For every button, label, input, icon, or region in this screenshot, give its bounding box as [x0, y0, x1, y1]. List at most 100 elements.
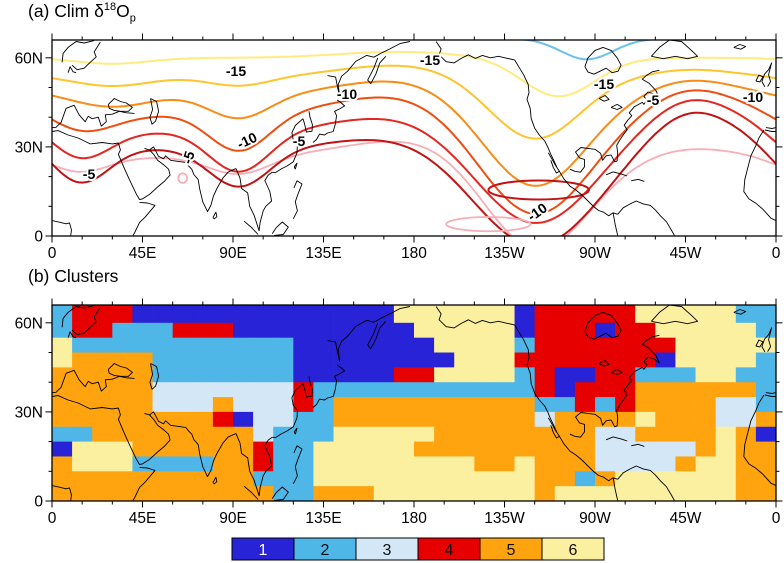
cluster-cell	[253, 456, 274, 472]
cluster-cell	[253, 337, 274, 353]
cluster-cell	[192, 322, 214, 339]
cluster-cell	[112, 367, 133, 383]
cluster-cell	[574, 471, 596, 487]
cluster-cell	[715, 305, 737, 324]
cluster-cell	[494, 441, 515, 457]
x-tick-label: 135E	[305, 245, 341, 262]
cluster-cell	[715, 486, 737, 501]
cluster-cell	[494, 426, 515, 442]
cluster-cell	[514, 471, 536, 487]
cluster-cell	[434, 367, 455, 383]
cluster-cell	[333, 397, 355, 413]
cluster-cell	[172, 456, 194, 472]
cluster-cell	[494, 471, 515, 487]
cluster-cell	[192, 382, 214, 398]
cluster-cell	[554, 426, 576, 442]
cluster-cell	[112, 441, 133, 457]
cluster-cell	[454, 322, 475, 339]
cluster-cell	[132, 486, 153, 501]
cluster-cell	[615, 441, 636, 457]
cluster-cell	[454, 367, 475, 383]
cluster-cell	[695, 441, 717, 457]
cluster-cell	[293, 397, 314, 413]
cluster-cell	[574, 397, 596, 413]
cluster-cell	[635, 486, 656, 501]
cluster-cell	[212, 411, 234, 428]
cluster-cell	[253, 441, 274, 457]
cluster-cell	[454, 382, 475, 398]
cluster-cell	[595, 337, 616, 353]
cluster-cell	[474, 441, 495, 457]
cluster-cell	[574, 337, 596, 353]
cluster-cell	[233, 441, 254, 457]
cluster-cell	[233, 471, 254, 487]
cluster-cell	[554, 411, 576, 428]
cluster-cell	[72, 486, 93, 501]
cluster-cell	[434, 411, 455, 428]
cluster-cell	[454, 352, 475, 368]
cluster-cell	[192, 397, 214, 413]
cluster-cell	[494, 305, 515, 324]
cluster-cell	[675, 305, 696, 324]
cluster-cell	[112, 382, 133, 398]
cluster-legend: 1 2 3 4 5 6	[231, 537, 605, 561]
cluster-cell	[494, 456, 515, 472]
cluster-cell	[675, 486, 696, 501]
cluster-cell	[534, 411, 556, 428]
cluster-cell	[755, 322, 776, 339]
cluster-cell	[554, 382, 576, 398]
cluster-cell	[454, 486, 475, 501]
cluster-cell	[192, 411, 214, 428]
cluster-cell	[735, 352, 757, 368]
cluster-cell	[373, 486, 395, 501]
cluster-cell	[212, 305, 234, 324]
cluster-cell	[52, 486, 73, 501]
cluster-cell	[434, 322, 455, 339]
cluster-cell	[715, 397, 737, 413]
cluster-cell	[172, 471, 194, 487]
cluster-cell	[414, 305, 435, 324]
cluster-cell	[393, 441, 415, 457]
cluster-cell	[293, 305, 314, 324]
cluster-cell	[715, 441, 737, 457]
cluster-cell	[273, 352, 294, 368]
cluster-cell	[554, 322, 576, 339]
cluster-cell	[373, 471, 395, 487]
contour-label: -10	[743, 89, 763, 105]
cluster-cell	[293, 367, 314, 383]
cluster-cell	[293, 382, 314, 398]
cluster-cell	[112, 471, 133, 487]
cluster-cell	[313, 486, 334, 501]
cluster-cell	[353, 337, 375, 353]
cluster-cell	[615, 305, 636, 324]
cluster-cell	[615, 352, 636, 368]
cluster-cell	[574, 382, 596, 398]
cluster-cell	[313, 382, 334, 398]
cluster-cell	[474, 337, 495, 353]
cluster-cell	[92, 367, 113, 383]
cluster-cell	[52, 471, 73, 487]
cluster-cell	[393, 322, 415, 339]
cluster-cell	[615, 322, 636, 339]
cluster-cell	[414, 426, 435, 442]
panel-b-title: (b) Clusters	[28, 266, 118, 287]
cluster-cell	[393, 352, 415, 368]
cluster-cell	[212, 352, 234, 368]
cluster-cell	[353, 486, 375, 501]
cluster-cell	[152, 367, 174, 383]
cluster-cell	[735, 322, 757, 339]
cluster-cell	[373, 411, 395, 428]
cluster-cell	[414, 456, 435, 472]
cluster-cell	[353, 456, 375, 472]
cluster-cell	[313, 322, 334, 339]
cluster-cell	[534, 471, 556, 487]
cluster-cell	[92, 441, 113, 457]
cluster-cell	[534, 456, 556, 472]
cluster-cell	[595, 305, 616, 324]
cluster-cell	[273, 456, 294, 472]
cluster-cell	[313, 456, 334, 472]
cluster-cell	[273, 337, 294, 353]
y-tick-label: 30N	[15, 404, 43, 421]
cluster-cell	[273, 471, 294, 487]
cluster-cell	[92, 456, 113, 472]
